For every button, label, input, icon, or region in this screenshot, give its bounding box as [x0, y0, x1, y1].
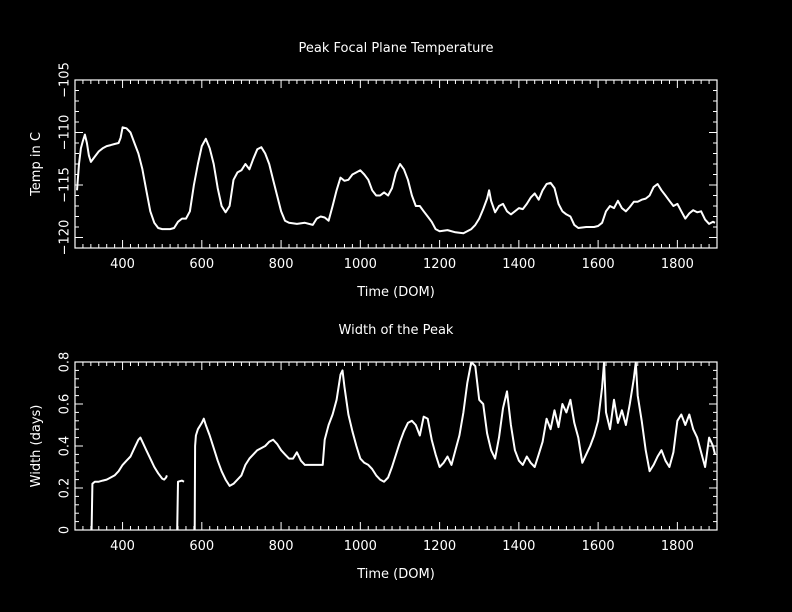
series-line	[76, 126, 716, 235]
series-line	[176, 479, 185, 530]
x-axis-label: Time (DOM)	[356, 567, 435, 582]
y-tick-label: 0.2	[58, 478, 73, 499]
x-tick-label: 1400	[502, 257, 535, 272]
x-tick-label: 400	[110, 539, 135, 554]
y-tick-label: −110	[58, 115, 73, 151]
x-tick-label: 1000	[344, 539, 377, 554]
x-tick-label: 1000	[344, 257, 377, 272]
x-tick-label: 800	[269, 539, 294, 554]
x-tick-label: 1200	[423, 539, 456, 554]
y-tick-label: −105	[58, 62, 73, 98]
x-tick-label: 1400	[502, 539, 535, 554]
y-tick-label: 0.8	[58, 352, 73, 373]
plot-frame	[74, 79, 718, 249]
chart-title: Peak Focal Plane Temperature	[299, 41, 494, 56]
x-tick-label: 1800	[661, 539, 694, 554]
series-line	[90, 436, 168, 530]
chart-title: Width of the Peak	[339, 323, 454, 338]
x-tick-label: 1600	[582, 257, 615, 272]
y-tick-label: 0	[58, 526, 73, 534]
x-tick-label: 400	[110, 257, 135, 272]
temperature-panel: Peak Focal Plane Temperature Time (DOM) Te…	[29, 41, 718, 300]
x-tick-label: 1600	[582, 539, 615, 554]
y-axis-label: Width (days)	[29, 405, 44, 488]
y-tick-label: 0.4	[58, 436, 73, 457]
y-tick-label: −115	[58, 167, 73, 203]
x-tick-label: 800	[269, 257, 294, 272]
y-axis-label: Temp in C	[29, 132, 44, 197]
series-line	[193, 362, 716, 530]
x-axis-label: Time (DOM)	[356, 285, 435, 300]
x-tick-label: 600	[189, 539, 214, 554]
x-tick-label: 1200	[423, 257, 456, 272]
y-tick-label: −120	[58, 220, 73, 256]
y-tick-label: 0.6	[58, 394, 73, 415]
x-tick-label: 600	[189, 257, 214, 272]
x-tick-label: 1800	[661, 257, 694, 272]
peak-width-panel: Width of the Peak Time (DOM) Width (days) 4…	[29, 323, 718, 582]
plot-frame	[74, 361, 718, 531]
